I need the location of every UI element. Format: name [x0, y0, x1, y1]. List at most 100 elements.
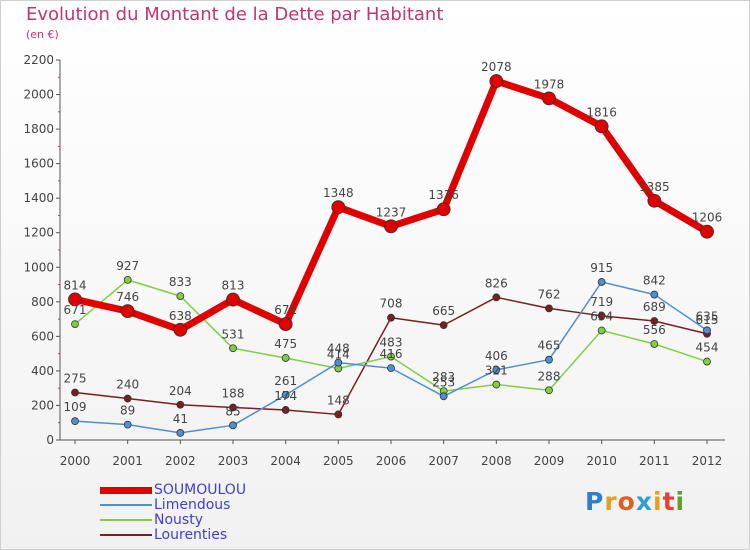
y-tick-label: 1000 [23, 260, 54, 274]
data-point [176, 400, 185, 409]
data-label: 283 [432, 370, 455, 384]
data-point [594, 119, 609, 134]
data-label: 927 [116, 259, 139, 273]
x-tick-label: 2004 [270, 454, 301, 468]
data-point [439, 392, 448, 401]
data-label: 1978 [534, 77, 565, 91]
data-point [492, 293, 501, 302]
x-tick-label: 2002 [165, 454, 196, 468]
data-label: 531 [222, 327, 245, 341]
x-tick-label: 2011 [639, 454, 670, 468]
data-point [71, 320, 79, 329]
x-tick-label: 2009 [534, 454, 565, 468]
data-label: 746 [116, 290, 139, 304]
data-point [120, 304, 135, 319]
data-label: 689 [643, 300, 666, 314]
data-label: 253 [432, 375, 455, 389]
legend-label: Lourenties [154, 527, 228, 543]
data-label: 671 [274, 303, 297, 317]
proxiti-logo: Proxiti [585, 487, 686, 516]
data-point [68, 292, 82, 307]
data-label: 638 [169, 309, 192, 323]
data-label: 483 [380, 336, 403, 350]
data-label: 89 [120, 404, 135, 418]
data-point [492, 365, 501, 374]
data-label: 671 [64, 303, 87, 317]
data-point [650, 340, 659, 348]
x-tick-label: 2012 [692, 454, 723, 468]
data-label: 288 [538, 369, 561, 383]
y-tick-label: 1200 [23, 226, 54, 240]
y-tick-label: 2200 [23, 53, 54, 67]
data-point [71, 388, 79, 397]
data-point [173, 322, 188, 337]
y-tick-label: 200 [31, 398, 54, 412]
x-tick-label: 2003 [218, 454, 249, 468]
chart-subtitle: (en €) [26, 28, 59, 41]
data-point [123, 420, 132, 429]
legend-swatch [100, 504, 152, 506]
data-point [334, 358, 343, 367]
data-label: 261 [274, 374, 297, 388]
data-label: 448 [327, 342, 350, 356]
data-point [123, 394, 132, 403]
data-label: 1206 [692, 211, 723, 225]
data-point [597, 326, 606, 335]
data-point [226, 292, 240, 307]
data-label: 465 [538, 339, 561, 353]
legend-label: Nousty [154, 512, 203, 528]
x-tick-label: 2000 [60, 454, 91, 468]
data-point [176, 429, 185, 437]
data-point [387, 352, 395, 361]
data-point [650, 317, 659, 325]
data-point [597, 311, 606, 320]
data-point [647, 193, 662, 208]
data-point [650, 290, 659, 299]
data-point [545, 355, 553, 364]
data-point [703, 326, 711, 335]
data-label: 41 [173, 412, 188, 426]
data-label: 1816 [586, 105, 617, 119]
data-label: 719 [590, 295, 613, 309]
data-label: 275 [64, 372, 87, 386]
legend-swatch [100, 486, 152, 494]
legend-swatch [100, 519, 152, 521]
data-point [281, 406, 290, 414]
legend-label: Limendous [154, 497, 231, 513]
chart-title: Evolution du Montant de la Dette par Hab… [26, 4, 444, 25]
data-label: 634 [590, 309, 613, 323]
data-label: 665 [432, 304, 455, 318]
x-tick-label: 2010 [586, 454, 617, 468]
data-point [384, 219, 398, 234]
data-label: 762 [538, 287, 561, 301]
data-point [436, 202, 451, 217]
data-label: 814 [64, 278, 87, 292]
data-label: 826 [485, 276, 508, 290]
data-point [387, 313, 395, 322]
data-label: 813 [222, 279, 245, 293]
x-tick-label: 2006 [376, 454, 407, 468]
data-label: 174 [274, 389, 297, 403]
y-tick-label: 2000 [23, 88, 54, 102]
data-label: 406 [485, 349, 508, 363]
data-point [492, 380, 501, 389]
data-point [71, 417, 79, 426]
data-label: 833 [169, 275, 192, 289]
data-label: 1385 [639, 180, 670, 194]
y-tick-label: 1800 [23, 122, 54, 136]
data-point [700, 224, 714, 239]
data-point [123, 275, 132, 284]
data-point [281, 391, 290, 399]
data-label: 556 [643, 323, 666, 337]
y-tick-label: 400 [31, 364, 54, 378]
data-point [703, 357, 711, 366]
x-tick-label: 2007 [428, 454, 459, 468]
data-point [281, 354, 290, 362]
data-point [331, 200, 346, 215]
data-label: 2078 [481, 60, 512, 74]
data-point [229, 421, 237, 430]
data-point [229, 344, 237, 353]
data-label: 416 [380, 347, 403, 361]
data-point [229, 403, 237, 412]
